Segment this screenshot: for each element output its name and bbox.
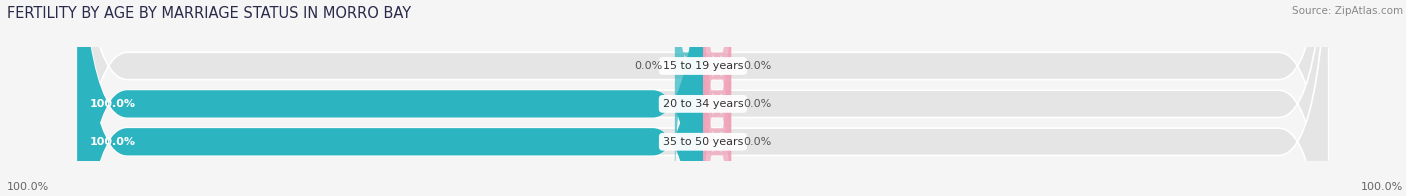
Text: 100.0%: 100.0% xyxy=(90,137,136,147)
FancyBboxPatch shape xyxy=(675,0,703,196)
FancyBboxPatch shape xyxy=(703,4,731,196)
FancyBboxPatch shape xyxy=(77,0,1329,196)
FancyBboxPatch shape xyxy=(77,0,703,196)
FancyBboxPatch shape xyxy=(703,0,731,196)
Text: 0.0%: 0.0% xyxy=(744,99,772,109)
FancyBboxPatch shape xyxy=(77,0,703,196)
FancyBboxPatch shape xyxy=(77,0,1329,196)
Text: 100.0%: 100.0% xyxy=(7,182,49,192)
Text: 100.0%: 100.0% xyxy=(90,99,136,109)
Text: Source: ZipAtlas.com: Source: ZipAtlas.com xyxy=(1292,6,1403,16)
Text: 20 to 34 years: 20 to 34 years xyxy=(662,99,744,109)
Text: 100.0%: 100.0% xyxy=(1361,182,1403,192)
FancyBboxPatch shape xyxy=(703,0,731,196)
Text: 15 to 19 years: 15 to 19 years xyxy=(662,61,744,71)
Text: 0.0%: 0.0% xyxy=(744,137,772,147)
Text: 0.0%: 0.0% xyxy=(744,61,772,71)
FancyBboxPatch shape xyxy=(77,0,1329,196)
Text: 35 to 50 years: 35 to 50 years xyxy=(662,137,744,147)
Text: 0.0%: 0.0% xyxy=(634,61,662,71)
Text: FERTILITY BY AGE BY MARRIAGE STATUS IN MORRO BAY: FERTILITY BY AGE BY MARRIAGE STATUS IN M… xyxy=(7,6,411,21)
